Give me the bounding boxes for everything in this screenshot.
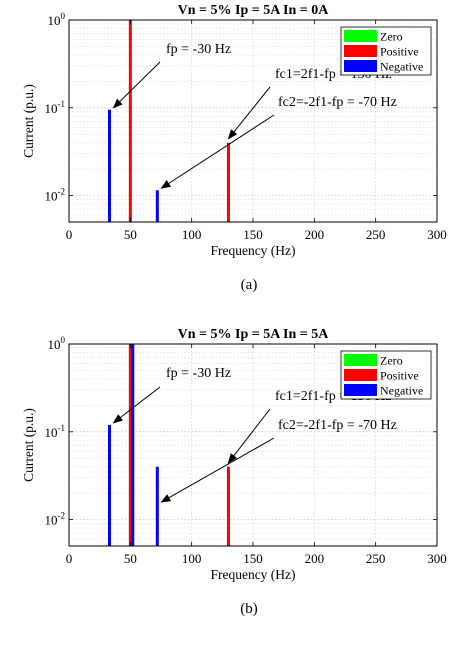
annotation-arrow [227, 86, 271, 140]
chart-panel-a: 0 50 100 150 200 250 300 100 10-1 10-2 Vn = 5% Ip … [21, 3, 447, 293]
chart-panel-b: 0 50 100 150 200 250 300 100 10-1 10-2 Vn = 5% Ip … [21, 327, 447, 617]
legend-swatch-positive [344, 369, 377, 381]
y-axis-label: Current (p.u.) [21, 408, 36, 482]
chart-title: Vn = 5% Ip = 5A In = 5A [178, 327, 330, 342]
x-tick-label: 150 [243, 551, 263, 566]
x-tick-label: 300 [427, 551, 447, 566]
legend-entry-positive: Positive [380, 45, 419, 59]
x-tick-label: 200 [305, 551, 325, 566]
x-axis-label: Frequency (Hz) [210, 567, 295, 582]
x-tick-label: 250 [366, 227, 386, 242]
y-tick-label: 10-2 [45, 511, 66, 528]
legend-entry-zero: Zero [380, 354, 403, 368]
annotation-label: fp = -30 Hz [166, 42, 231, 57]
legend-entry-negative: Negative [380, 384, 423, 398]
x-tick-label: 50 [124, 227, 137, 242]
annotation-label: fc2=-2f1-fp = -70 Hz [278, 418, 397, 433]
legend-swatch-positive [344, 45, 377, 57]
x-tick-label: 50 [124, 551, 137, 566]
legend-swatch-negative [344, 384, 377, 396]
x-tick-label: 150 [243, 227, 263, 242]
x-tick-label: 100 [182, 551, 202, 566]
y-tick-label: 100 [48, 11, 66, 28]
y-axis-label: Current (p.u.) [21, 84, 36, 158]
x-tick-label: 0 [66, 551, 73, 566]
panel-caption: (a) [241, 277, 258, 293]
x-tick-label: 200 [305, 227, 325, 242]
x-tick-label: 0 [66, 227, 73, 242]
y-tick-label: 10-1 [45, 99, 66, 116]
chart-title: Vn = 5% Ip = 5A In = 0A [178, 3, 330, 18]
panel-caption: (b) [240, 601, 258, 617]
annotation-label: fp = -30 Hz [166, 366, 231, 381]
annotation-arrow [160, 114, 275, 189]
x-axis-label: Frequency (Hz) [210, 243, 295, 258]
legend-entry-zero: Zero [380, 30, 403, 44]
legend-swatch-zero [344, 30, 377, 42]
legend-swatch-negative [344, 60, 377, 72]
x-tick-label: 100 [182, 227, 202, 242]
annotation-arrow [112, 386, 161, 424]
y-tick-label: 10-1 [45, 423, 66, 440]
x-tick-label: 300 [427, 227, 447, 242]
x-tick-label: 250 [366, 551, 386, 566]
annotation-arrow [112, 61, 161, 109]
y-tick-label: 100 [48, 335, 66, 352]
legend-swatch-zero [344, 354, 377, 366]
annotation-arrow [227, 408, 271, 464]
legend-entry-negative: Negative [380, 60, 423, 74]
y-tick-label: 10-2 [45, 187, 66, 204]
annotation-arrow [160, 437, 275, 503]
legend-entry-positive: Positive [380, 369, 419, 383]
annotation-label: fc2=-2f1-fp = -70 Hz [278, 95, 397, 110]
